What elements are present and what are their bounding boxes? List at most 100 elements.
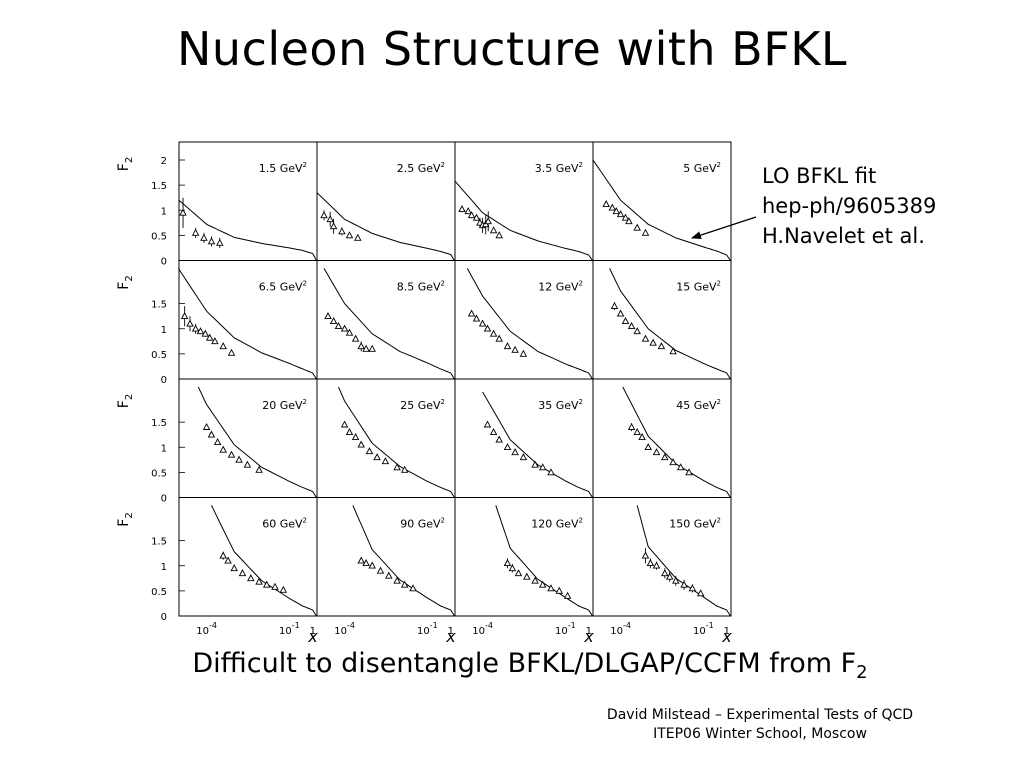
data-point [489, 329, 498, 337]
data-point [672, 576, 680, 584]
panel-8: 15 GeV2 [609, 268, 731, 380]
y-tick-label: 0 [161, 257, 167, 268]
panel-label: 25 GeV2 [400, 398, 445, 412]
slide-title: Nucleon Structure with BFKL [177, 22, 847, 76]
data-point [641, 228, 650, 236]
data-point [202, 422, 211, 430]
panel-label: 60 GeV2 [262, 517, 307, 531]
data-point [483, 420, 492, 428]
x-tick-exponent: -1 [706, 621, 714, 630]
panel-2: 2.5 GeV2 [316, 161, 455, 261]
x-tick-label: 1 [310, 626, 316, 637]
panel-label: 3.5 GeV2 [535, 161, 583, 175]
y-tick-label: 1 [161, 206, 167, 217]
panel-11: 35 GeV2 [482, 391, 593, 498]
data-point [669, 458, 677, 466]
data-point [255, 577, 263, 585]
data-point [334, 322, 343, 330]
data-point [243, 460, 252, 468]
data-point [503, 559, 512, 567]
data-point [255, 465, 263, 473]
y-tick-label: 0.5 [151, 231, 167, 242]
data-point [478, 319, 487, 327]
bfkl-fit-curve [197, 386, 317, 498]
subtitle-text: Difficult to disentangle BFKL/DLGAP/CCFM… [192, 648, 857, 679]
data-point [531, 576, 539, 584]
panel-label: 2.5 GeV2 [397, 161, 445, 175]
panel-label: 8.5 GeV2 [397, 280, 445, 294]
data-point [685, 468, 693, 476]
data-point [467, 309, 476, 317]
footer-event: ITEP06 Winter School, Moscow [653, 726, 867, 742]
panel-label: 90 GeV2 [400, 517, 445, 531]
data-point [467, 211, 476, 219]
data-point [373, 453, 381, 461]
y-axis-label: F2 [116, 394, 135, 408]
panel-label: 15 GeV2 [676, 280, 721, 294]
data-point [511, 448, 519, 456]
data-point [351, 433, 360, 441]
panel-label: 20 GeV2 [262, 398, 307, 412]
data-point [464, 207, 472, 215]
panel-12: 45 GeV2 [622, 386, 731, 498]
annotation-line-1: LO BFKL fit [762, 164, 877, 188]
data-point [511, 345, 519, 353]
data-point [324, 312, 332, 320]
x-tick-exponent: -4 [209, 621, 217, 630]
annotation-line-2: hep-ph/9605389 [762, 194, 937, 218]
data-point [657, 342, 666, 350]
data-point [531, 460, 539, 468]
x-tick-exponent: -4 [485, 621, 493, 630]
panel-label-exponent: 2 [717, 280, 721, 288]
panel-label: 120 GeV2 [531, 517, 583, 531]
panel-label-exponent: 2 [303, 398, 307, 406]
y-tick-label: 1.5 [151, 537, 167, 548]
data-point [271, 582, 279, 590]
bfkl-fit-curve [622, 386, 731, 498]
y-tick-label: 1.5 [151, 181, 167, 192]
y-tick-label: 2 [161, 156, 167, 167]
data-point [538, 580, 547, 588]
x-tick-exponent: -4 [623, 621, 631, 630]
data-point [633, 428, 641, 436]
data-point [200, 233, 208, 241]
data-point [219, 445, 227, 453]
data-point [661, 453, 669, 461]
panel-label: 1.5 GeV2 [259, 161, 307, 175]
panel-16: 150 GeV2 [636, 505, 731, 617]
data-point [644, 443, 652, 451]
bfkl-fit-curve [592, 159, 731, 261]
panel-1: 1.5 GeV2 [178, 161, 317, 261]
data-point [354, 233, 362, 241]
bfkl-fit-curve [466, 268, 593, 380]
y-tick-label: 1.5 [151, 300, 167, 311]
panel-4: 5 GeV2 [592, 159, 731, 261]
data-point [676, 463, 685, 471]
data-point [279, 585, 288, 593]
data-point [345, 231, 354, 239]
x-tick-label: 10-4 [196, 621, 217, 637]
data-point [207, 430, 216, 438]
data-point [489, 226, 498, 234]
data-point [357, 342, 365, 350]
panel-label: 150 GeV2 [669, 517, 721, 531]
data-point [641, 551, 650, 559]
data-point [616, 210, 625, 218]
panel-label-exponent: 2 [303, 161, 307, 169]
data-point [503, 443, 512, 451]
data-point [472, 314, 481, 322]
data-point [201, 329, 210, 337]
data-point [238, 569, 247, 577]
data-point [365, 447, 374, 455]
panel-5: 6.5 GeV2 [177, 268, 317, 380]
x-tick-exponent: -1 [292, 621, 300, 630]
x-tick-exponent: -1 [568, 621, 576, 630]
panel-label-exponent: 2 [303, 517, 307, 525]
data-point [326, 215, 334, 223]
data-point [357, 440, 365, 448]
data-point [345, 428, 354, 436]
data-point [633, 223, 641, 231]
data-point [616, 309, 625, 317]
data-point [555, 586, 564, 594]
panel-label-exponent: 2 [441, 161, 445, 169]
